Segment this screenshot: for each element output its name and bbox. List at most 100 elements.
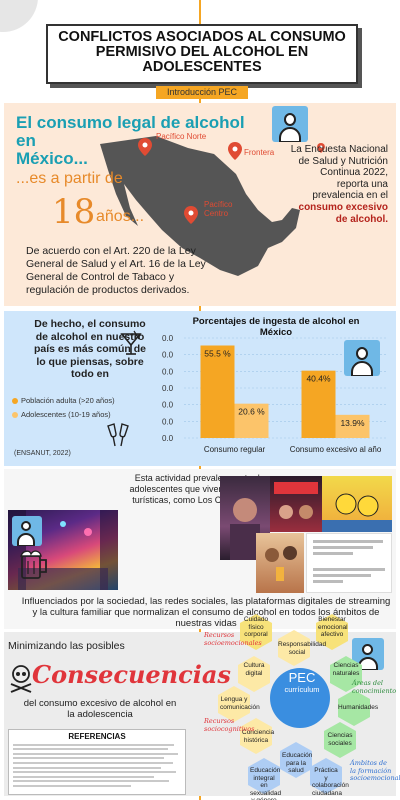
reference-line [13, 775, 155, 778]
location-pin-icon [317, 143, 325, 153]
avatar-icon [272, 106, 308, 142]
legend-label-teens: Adolescentes (10-19 años) [21, 410, 111, 419]
chart-y-tick-label: 0.0 [162, 384, 174, 393]
influence-text: Influenciados por la sociedad, las redes… [21, 596, 391, 629]
legend-item-teens: Adolescentes (10-19 años) [12, 410, 111, 419]
chart-bar [301, 370, 336, 438]
legal-heading-line-1: El consumo legal de alcohol en [16, 113, 245, 150]
reference-line [13, 748, 168, 751]
chart-category-label: Consumo regular [204, 445, 266, 454]
series-poster-photo [270, 476, 322, 532]
consumption-fact-text: De hecho, el consumo de alcohol en nuest… [33, 318, 147, 380]
chart-category-label: Consumo excesivo al año [290, 445, 382, 454]
chart-data-label: 40.4% [306, 374, 331, 384]
hex-practica: Práctica y colaboración ciudadana [312, 767, 349, 797]
chart-data-label: 20.6 % [238, 407, 265, 417]
hex-conciencia: Conciencia histórica [242, 729, 275, 744]
pec-center-subtitle: currículum [284, 685, 320, 694]
minimizing-text: Minimizando las posibles [8, 640, 125, 652]
pec-center-circle: PEC currículum [276, 670, 328, 714]
hex-ciencias-naturales: Ciencias naturales [332, 662, 360, 677]
survey-text: La Encuesta Nacional de Salud y Nutrició… [288, 144, 388, 225]
hex-humanidades: Humanidades [338, 704, 379, 711]
pin-label-frontera: Frontera [244, 148, 275, 157]
hex-educacion-salud: Educación para la salud [282, 752, 313, 774]
legal-age-word: años... [96, 208, 145, 225]
title-line-1: CONFLICTOS ASOCIADOS AL CONSUMO [58, 29, 346, 45]
survey-text-plain: La Encuesta Nacional de Salud y Nutrició… [290, 144, 388, 202]
label-formation-areas: Ámbitos de la formación socioemocional [350, 759, 400, 782]
map-pin-icon [184, 206, 198, 224]
survey-text-highlight: consumo excesivo de alcohol. [298, 201, 388, 225]
consequences-subtitle: del consumo excesivo de alcohol en la ad… [23, 698, 177, 720]
mexico-map-icon [100, 136, 300, 276]
alcohol-intake-bar-chart: Porcentajes de ingesta de alcohol en Méxi… [162, 316, 386, 454]
chart-bar [335, 414, 370, 438]
legend-dot [12, 398, 18, 405]
pec-center-title: PEC [288, 670, 316, 685]
friends-drinking-photo [256, 533, 304, 593]
source-note: (ENSANUT, 2022) [14, 450, 71, 457]
chart-y-tick-label: 0.0 [162, 417, 174, 426]
label-sociocognitive-resources: Recursos sociocognitivos [204, 717, 255, 733]
avatar-icon [344, 340, 380, 376]
page-title-box: CONFLICTOS ASOCIADOS AL CONSUMO PERMISIV… [46, 24, 358, 84]
chart-y-tick-label: 0.0 [162, 401, 174, 410]
hex-responsabilidad: Responsabilidad social [278, 641, 327, 656]
chart-y-tick-label: 0.0 [162, 334, 174, 343]
from-age-text: ...es a partir de [16, 170, 123, 187]
reference-line [13, 784, 131, 787]
chart-bar [234, 403, 269, 438]
series-poster-photo [220, 476, 270, 560]
chart-bar [200, 345, 235, 438]
reference-line [13, 761, 173, 764]
label-knowledge-areas: Áreas del conocimiento [352, 679, 397, 695]
hex-bienestar: Bienestar emocional afectivo [318, 616, 348, 638]
activity-text: Esta actividad prevalece entre los adole… [129, 473, 275, 505]
pin-label-pacific-center: Pacífico Centro [204, 200, 233, 218]
legal-heading: El consumo legal de alcohol en México... [16, 114, 256, 168]
reference-line [13, 752, 178, 755]
hex-cultura-digital: Cultura digital [243, 662, 265, 677]
decorative-circle [0, 0, 38, 32]
social-media-post-photo [306, 533, 392, 593]
title-line-2: PERMISIVO DEL ALCOHOL EN [95, 44, 309, 60]
map-pin-icon [228, 142, 242, 160]
cocktail-glass-icon [120, 330, 142, 355]
reference-line [13, 757, 165, 760]
chart-y-tick-label: 0.0 [162, 367, 174, 376]
avatar-icon [12, 516, 42, 546]
legend-dot [12, 412, 18, 419]
chart-y-tick-label: 0.0 [162, 351, 174, 360]
hex-educacion-integral: Educación integral en sexualidad y géner… [250, 767, 282, 800]
chart-y-tick-label: 0.0 [162, 434, 174, 443]
chart-title: Porcentajes de ingesta de alcohol en Méxi… [193, 316, 360, 338]
chart-data-label: 55.5 % [204, 349, 231, 359]
beer-mug-icon [20, 550, 47, 579]
title-line-3: ADOLESCENTES [142, 59, 262, 75]
reference-line [13, 766, 161, 769]
pin-label-pacific-north: Pacífico Norte [156, 132, 207, 141]
legal-age-number: 18 [52, 192, 96, 232]
intro-tag: Introducción PEC [156, 86, 248, 99]
legal-heading-line-2: México... [16, 149, 88, 168]
label-socioemotional-resources: Recursos socioemocionales [204, 631, 262, 647]
reference-line [13, 780, 170, 783]
map-pin-icon [138, 138, 152, 156]
hex-lengua: Lengua y comunicación [220, 696, 260, 711]
reference-line [13, 743, 175, 746]
hex-ciencias-sociales: Ciencias sociales [327, 732, 353, 747]
legend-label-adults: Población adulta (>20 años) [21, 396, 115, 405]
consequences-word: Consecuencias [32, 660, 231, 689]
pec-curriculum-diagram [218, 614, 370, 794]
skull-crossbones-icon [10, 665, 32, 693]
legend-item-adults: Población adulta (>20 años) [12, 396, 115, 405]
reference-line [13, 771, 176, 774]
references-box: REFERENCIAS [8, 729, 186, 795]
cartoon-poster-photo [322, 476, 392, 532]
references-title: REFERENCIAS [68, 732, 126, 741]
chart-data-label: 13.9% [340, 418, 365, 428]
law-reference-text: De acuerdo con el Art. 220 de la Ley Gen… [26, 245, 206, 296]
champagne-toast-icon [107, 423, 129, 447]
